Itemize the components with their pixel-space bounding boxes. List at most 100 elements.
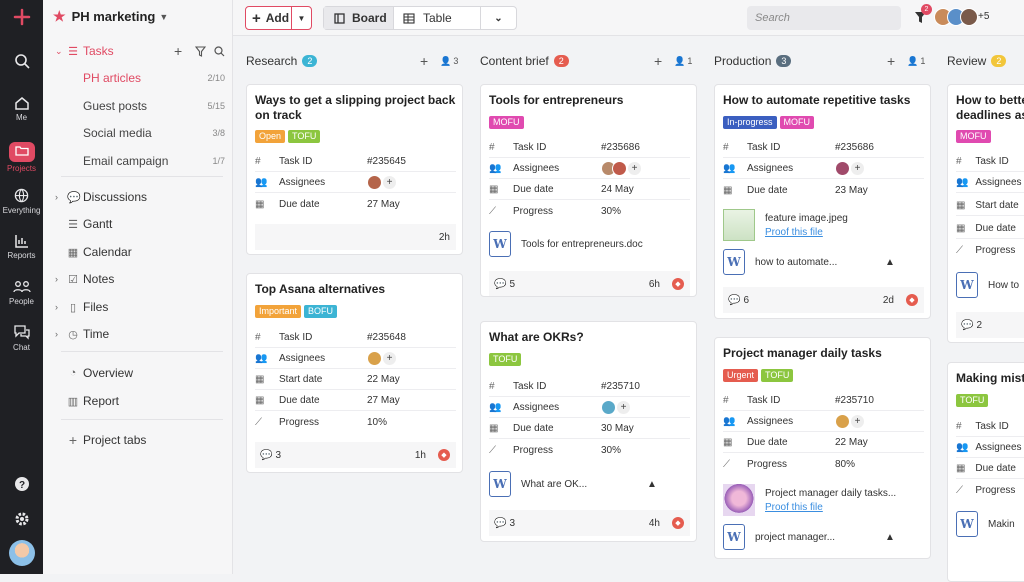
field-due-date[interactable]: ▦ Due date	[956, 219, 1024, 239]
field-progress[interactable]: ⟋ Progress 30%	[489, 205, 622, 217]
add-button[interactable]: + Add ▼	[245, 6, 312, 30]
filter-icon	[915, 12, 926, 23]
field-due-date[interactable]: ▦ Due date 22 May	[723, 433, 924, 453]
field-start-date[interactable]: ▦ Start date 22 May	[255, 370, 456, 390]
user-avatar[interactable]	[0, 540, 43, 566]
rail-chat[interactable]: Chat	[0, 325, 43, 352]
create-plus-icon[interactable]	[0, 8, 43, 29]
field-due-date[interactable]: ▦ Due date 27 May	[255, 198, 400, 210]
field-assignees[interactable]: 👥 Assignees +	[255, 349, 456, 369]
proof-file-link[interactable]: Proof this file	[765, 501, 823, 513]
sidebar-list-email-campaign[interactable]: Email campaign 1/7	[83, 150, 225, 172]
avatar[interactable]	[960, 8, 978, 26]
field-assignees[interactable]: 👥 Assignees	[956, 438, 1024, 458]
field-assignees[interactable]: 👥 Assignees +	[489, 398, 690, 418]
field-due-date[interactable]: ▦ Due date 30 May	[489, 419, 690, 439]
field-assignees[interactable]: 👥 Assignees +	[255, 173, 456, 193]
attachment-doc[interactable]: W How to	[956, 272, 1019, 298]
view-more-chevron-icon[interactable]: ⌄	[480, 7, 516, 29]
task-card[interactable]: How to betterdeadlines as a MOFU #Task I…	[947, 84, 1024, 343]
add-task-plus-icon[interactable]: +	[654, 53, 663, 69]
field-progress[interactable]: ⟋ Progress 30%	[489, 444, 622, 456]
sidebar-item-notes[interactable]: › ☑ Notes	[43, 268, 233, 290]
file-name: Makin	[988, 518, 1015, 530]
sidebar-item-calendar[interactable]: ▦ Calendar	[43, 241, 233, 263]
field-assignees[interactable]: 👥 Assignees +	[489, 159, 690, 179]
sidebar-item-tasks[interactable]: ⌄ ☰ Tasks +	[43, 40, 233, 62]
field-assignees[interactable]: 👥 Assignees +	[723, 159, 924, 179]
attachment-image[interactable]: feature image.jpeg Proof this file	[723, 209, 848, 241]
sidebar-item-discussions[interactable]: › 💬 Discussions	[43, 186, 233, 208]
field-due-date[interactable]: ▦ Due date 24 May	[489, 180, 690, 200]
settings-gear-icon[interactable]	[0, 511, 43, 530]
task-card[interactable]: Making mista TOFU #Task ID 👥Assignees ▦D…	[947, 362, 1024, 582]
more-avatars-count[interactable]: +5	[978, 11, 990, 22]
field-progress[interactable]: ⟋ Progress 10%	[255, 416, 388, 428]
column-header-research[interactable]: Research 2	[246, 53, 318, 69]
rail-people[interactable]: People	[0, 280, 43, 306]
rail-reports[interactable]: Reports	[0, 234, 43, 260]
task-card[interactable]: Top Asana alternatives Important BOFU # Ta…	[246, 273, 463, 473]
sidebar-item-time[interactable]: › ◷ Time	[43, 323, 233, 345]
search-input[interactable]: Search	[747, 6, 901, 30]
top-toolbar: + Add ▼ Board Table ⌄ Search 2 +5	[233, 0, 1024, 36]
proof-file-link[interactable]: Proof this file	[765, 226, 823, 238]
field-task-id: # Task ID #235648	[255, 328, 456, 348]
task-card[interactable]: Project manager daily tasks Urgent TOFU #…	[714, 337, 931, 559]
tag: TOFU	[956, 394, 989, 407]
add-task-plus-icon[interactable]: +	[887, 53, 896, 69]
chevron-down-icon[interactable]: ▼	[291, 6, 311, 30]
column-header-review[interactable]: Review 2	[947, 53, 1007, 69]
filter-button[interactable]: 2	[914, 4, 932, 27]
add-project-tabs[interactable]: + Project tabs	[43, 429, 233, 451]
clock-icon: ◷	[68, 328, 78, 341]
field-progress[interactable]: ⟋ Progress 80%	[723, 458, 856, 470]
filter-icon[interactable]	[195, 45, 206, 57]
people-icon	[12, 281, 31, 293]
field-assignees[interactable]: 👥 Assignees +	[723, 412, 924, 432]
add-task-plus-icon[interactable]: +	[420, 53, 429, 69]
field-due-date[interactable]: ▦ Due date 27 May	[255, 391, 456, 411]
sidebar-item-overview[interactable]: ◔ Overview	[43, 362, 233, 384]
comment-count: 2	[976, 319, 983, 331]
sidebar-item-gantt[interactable]: ☰ Gantt	[43, 213, 233, 235]
column-header-content-brief[interactable]: Content brief 2	[480, 53, 569, 69]
field-progress[interactable]: ⟋ Progress	[956, 244, 1016, 256]
field-assignees[interactable]: 👥 Assignees	[956, 173, 1024, 193]
sidebar-list-ph-articles[interactable]: PH articles 2/10	[83, 67, 225, 89]
field-due-date[interactable]: ▦ Due date 23 May	[723, 184, 868, 196]
task-card[interactable]: Ways to get a slipping project back on tr…	[246, 84, 463, 255]
attachment-doc[interactable]: W Makin	[956, 511, 1015, 537]
list-count: 3/8	[212, 128, 225, 138]
attachment-doc[interactable]: W Tools for entrepreneurs.doc	[489, 231, 643, 257]
rail-projects[interactable]: Projects	[0, 142, 43, 173]
search-icon[interactable]	[214, 45, 225, 57]
rail-search-icon[interactable]	[0, 53, 43, 72]
task-card[interactable]: What are OKRs? TOFU # Task ID #235710 👥 Ass…	[480, 321, 697, 542]
field-progress[interactable]: ⟋ Progress	[956, 484, 1016, 496]
task-card[interactable]: Tools for entrepreneurs MOFU # Task ID #23…	[480, 84, 697, 297]
tab-table[interactable]: Table	[394, 7, 480, 29]
tab-board[interactable]: Board	[324, 7, 394, 29]
field-due-date[interactable]: ▦ Due date	[956, 459, 1024, 479]
help-icon[interactable]: ?	[0, 476, 43, 495]
rail-everything[interactable]: Everything	[0, 188, 43, 215]
attachment-doc[interactable]: W What are OK... ▲	[489, 471, 659, 497]
column-header-production[interactable]: Production 3	[714, 53, 792, 69]
sidebar-item-report[interactable]: ▥ Report	[43, 390, 233, 412]
sidebar-list-social-media[interactable]: Social media 3/8	[83, 122, 225, 144]
field-start-date[interactable]: ▦ Start date	[956, 196, 1024, 216]
sidebar-item-label: Gantt	[83, 217, 113, 231]
attachment-image[interactable]: Project manager daily tasks... Proof this…	[723, 484, 896, 516]
avatar	[835, 161, 850, 176]
sidebar-item-files[interactable]: › ▯ Files	[43, 296, 233, 318]
add-list-plus-icon[interactable]: +	[174, 43, 183, 59]
rail-label: People	[9, 297, 34, 306]
sidebar-list-guest-posts[interactable]: Guest posts 5/15	[83, 95, 225, 117]
file-name: project manager...	[755, 531, 836, 543]
workspace-switcher[interactable]: ★ PH marketing ▼	[53, 8, 168, 25]
rail-me[interactable]: Me	[0, 96, 43, 122]
task-card[interactable]: How to automate repetitive tasks In-prog…	[714, 84, 931, 319]
